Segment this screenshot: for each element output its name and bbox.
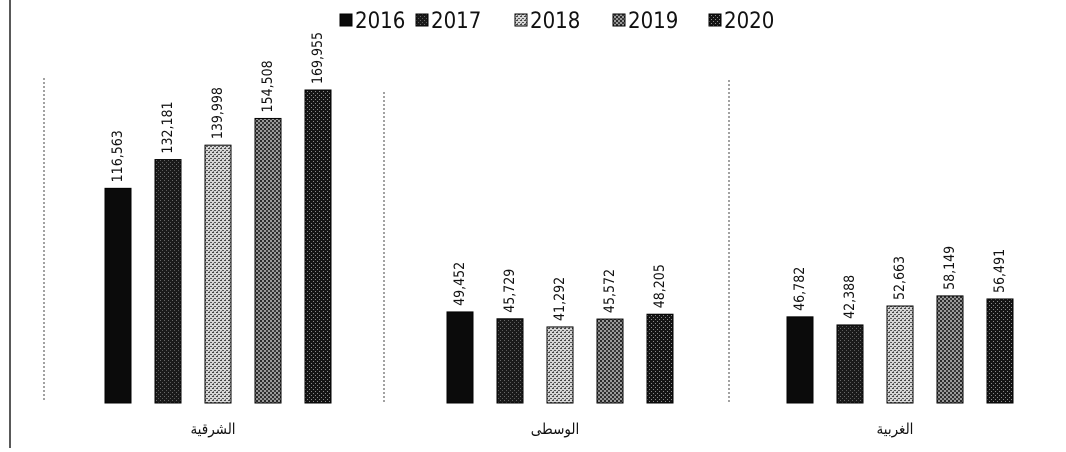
category-label-2: الوسطى	[531, 420, 579, 438]
bar-2017-2	[496, 318, 524, 404]
value-label-2016-3: 46,782	[792, 267, 808, 311]
legend-label-2018: 2018	[530, 9, 580, 34]
category-label-3: الغربية	[877, 420, 914, 438]
value-label-2016-2: 49,452	[452, 262, 468, 306]
value-label-2019-1: 154,508	[260, 60, 276, 112]
legend-swatch-2018	[514, 13, 528, 27]
legend-label-2020: 2020	[724, 9, 774, 34]
value-label-2018-3: 52,663	[892, 256, 908, 300]
bar-2020-3	[986, 298, 1014, 404]
value-label-2017-2: 45,729	[502, 269, 518, 313]
bar-2017-1	[154, 159, 182, 404]
bar-2018-1	[204, 144, 232, 404]
value-label-2016-1: 116,563	[110, 130, 126, 182]
legend-label-2017: 2017	[431, 9, 481, 34]
bar-2019-1	[254, 117, 282, 404]
value-label-2017-1: 132,181	[160, 101, 176, 153]
category-labels-group: الشرقية الوسطى الغربية	[190, 420, 913, 438]
bar-2018-2	[546, 326, 574, 404]
value-label-2018-2: 41,292	[552, 277, 568, 321]
bar-2016-3	[786, 316, 814, 404]
bar-2016-1	[104, 187, 132, 404]
value-label-2017-3: 42,388	[842, 275, 858, 319]
legend-label-2016: 2016	[355, 9, 405, 34]
legend-swatch-2020	[708, 13, 722, 27]
value-label-2020-1: 169,955	[310, 32, 326, 84]
bar-2016-2	[446, 311, 474, 404]
legend-swatch-2019	[612, 13, 626, 27]
value-label-2018-1: 139,998	[210, 87, 226, 139]
legend-swatch-2016	[339, 13, 353, 27]
value-label-2019-3: 58,149	[942, 246, 958, 290]
bar-2017-3	[836, 324, 864, 404]
legend: 2016 2017 2018 2019 2020	[339, 9, 774, 34]
bar-2018-3	[886, 305, 914, 404]
value-label-2020-3: 56,491	[992, 249, 1008, 293]
value-label-2019-2: 45,572	[602, 269, 618, 313]
bar-2019-3	[936, 295, 964, 404]
value-label-2020-2: 48,205	[652, 264, 668, 308]
bars-group	[104, 89, 1014, 404]
bar-2020-2	[646, 313, 674, 404]
value-labels-group: 116,563 132,181 139,998 154,508 169,955 49,45…	[110, 32, 1008, 321]
category-label-1: الشرقية	[190, 420, 235, 438]
bar-2019-2	[596, 318, 624, 404]
bar-2020-1	[304, 89, 332, 404]
legend-label-2019: 2019	[628, 9, 678, 34]
legend-swatch-2017	[415, 13, 429, 27]
